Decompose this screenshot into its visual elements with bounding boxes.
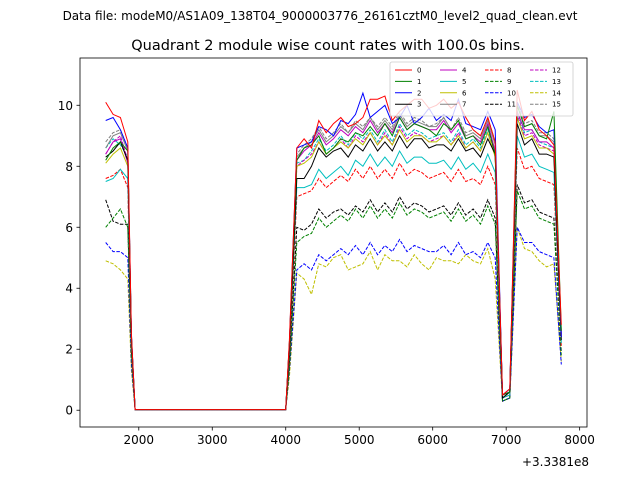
x-tick-label: 8000 [564,433,595,447]
x-tick-label: 3000 [197,433,228,447]
y-tick-label: 0 [65,404,73,418]
y-tick-label: 6 [65,221,73,235]
series-line-10 [105,227,562,411]
x-tick-label: 5000 [344,433,375,447]
legend-label-14: 14 [552,89,561,97]
y-tick-label: 10 [58,99,73,113]
chart-title: Quadrant 2 module wise count rates with … [131,38,525,54]
legend-label-10: 10 [507,89,516,97]
x-tick-label: 4000 [270,433,301,447]
series-line-9 [105,190,562,411]
legend-label-5: 5 [462,78,466,86]
axes-frame [79,57,588,428]
legend-label-12: 12 [552,67,561,75]
legend-label-11: 11 [507,101,516,109]
legend-label-2: 2 [417,89,421,97]
y-tick-label: 4 [65,282,73,296]
legend-label-0: 0 [417,67,421,75]
legend-label-13: 13 [552,78,561,86]
y-tick-label: 2 [65,343,73,357]
x-tick-label: 6000 [417,433,448,447]
legend-label-15: 15 [552,101,561,109]
legend-box [389,61,574,117]
legend-label-7: 7 [462,101,466,109]
legend-label-1: 1 [417,78,421,86]
x-tick-label: 2000 [124,433,155,447]
figure-suptitle: Data file: modeM0/AS1A09_138T04_90000037… [63,9,578,23]
legend-label-4: 4 [462,67,467,75]
legend-label-9: 9 [507,78,511,86]
legend-label-6: 6 [462,89,467,97]
legend-label-3: 3 [417,101,421,109]
legend-label-8: 8 [507,67,511,75]
x-tick-label: 7000 [491,433,522,447]
x-offset-label: +3.3381e8 [522,455,589,469]
y-tick-label: 8 [65,160,73,174]
